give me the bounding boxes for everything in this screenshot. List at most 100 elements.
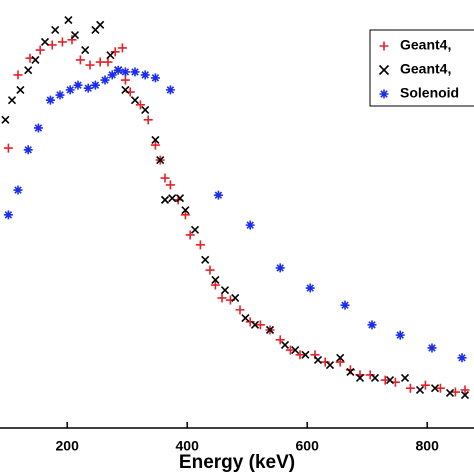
data-point: [120, 67, 130, 77]
x-tick-label: 600: [296, 438, 320, 454]
data-point: [365, 370, 375, 380]
data-point: [64, 16, 73, 25]
data-point: [291, 346, 300, 355]
data-point: [141, 105, 150, 115]
data-point: [430, 384, 440, 393]
data-point: [165, 85, 175, 95]
data-point: [47, 40, 57, 50]
data-point: [255, 320, 265, 330]
data-point: [435, 383, 445, 393]
data-point: [110, 47, 120, 57]
data-point: [181, 206, 190, 215]
data-point: [57, 37, 67, 47]
legend-label: Geant4,: [400, 61, 451, 77]
data-point: [121, 85, 130, 94]
legend-marker: [379, 41, 389, 51]
data-point: [67, 35, 77, 45]
legend-marker: [378, 64, 390, 76]
x-tick-label: 200: [56, 438, 80, 454]
data-point: [241, 313, 250, 323]
data-point: [81, 46, 90, 55]
data-point: [355, 373, 365, 382]
data-point: [385, 375, 395, 385]
legend-marker: [379, 89, 389, 99]
data-point: [150, 73, 160, 83]
data-point: [83, 83, 93, 93]
data-point: [151, 135, 160, 145]
data-point: [275, 335, 285, 345]
data-point: [103, 57, 113, 67]
data-point: [210, 280, 220, 290]
data-point: [65, 85, 75, 95]
data-point: [395, 330, 405, 340]
data-point: [156, 156, 165, 165]
data-point: [160, 195, 170, 204]
data-point: [405, 383, 415, 393]
data-point: [73, 80, 83, 90]
data-point: [107, 70, 117, 80]
data-point: [340, 300, 350, 310]
data-point: [135, 100, 145, 110]
data-point: [55, 90, 65, 100]
data-point: [305, 283, 315, 293]
data-point: [180, 210, 190, 220]
data-point: [213, 190, 223, 200]
data-point: [231, 293, 240, 302]
data-point: [450, 387, 460, 397]
data-point: [220, 286, 230, 295]
data-point: [367, 320, 377, 330]
data-point: [400, 373, 410, 382]
data-point: [201, 255, 210, 264]
data-point: [70, 31, 80, 40]
data-point: [445, 388, 455, 397]
data-point: [7, 96, 17, 105]
data-point: [31, 55, 40, 64]
data-point: [130, 67, 140, 77]
legend-label: Geant4,: [400, 37, 451, 53]
legend-label: Solenoid: [400, 85, 459, 101]
x-tick-label: 800: [416, 438, 440, 454]
x-tick-label: 400: [176, 438, 200, 454]
data-point: [1, 115, 10, 124]
data-point: [205, 265, 215, 275]
data-point: [415, 385, 425, 394]
data-point: [420, 380, 430, 390]
data-point: [313, 355, 323, 365]
data-point: [143, 115, 153, 125]
data-point: [457, 353, 467, 363]
data-point: [3, 143, 13, 153]
data-point: [217, 293, 227, 303]
data-point: [75, 55, 85, 65]
data-point: [45, 95, 55, 105]
data-point: [100, 75, 110, 85]
data-point: [280, 340, 290, 350]
data-point: [335, 357, 345, 367]
data-point: [35, 45, 45, 55]
data-point: [336, 353, 345, 362]
data-point: [51, 25, 60, 35]
data-point: [185, 230, 195, 240]
data-point: [150, 140, 160, 150]
data-point: [346, 367, 355, 376]
data-point: [90, 80, 100, 90]
data-point: [245, 317, 255, 327]
data-point: [190, 225, 200, 234]
data-point: [165, 180, 175, 190]
data-point: [168, 194, 177, 203]
data-point: [96, 20, 105, 29]
data-point: [245, 220, 255, 230]
data-point: [320, 357, 330, 367]
data-point: [285, 345, 295, 355]
data-point: [85, 60, 95, 70]
data-point: [460, 390, 470, 400]
data-point: [140, 70, 150, 80]
data-point: [211, 275, 220, 284]
data-point: [380, 375, 390, 385]
data-point: [370, 373, 380, 382]
data-point: [95, 57, 105, 67]
data-point: [24, 66, 33, 75]
data-point: [117, 43, 127, 53]
data-point: [175, 194, 185, 203]
data-point: [301, 350, 310, 359]
data-point: [235, 305, 245, 315]
